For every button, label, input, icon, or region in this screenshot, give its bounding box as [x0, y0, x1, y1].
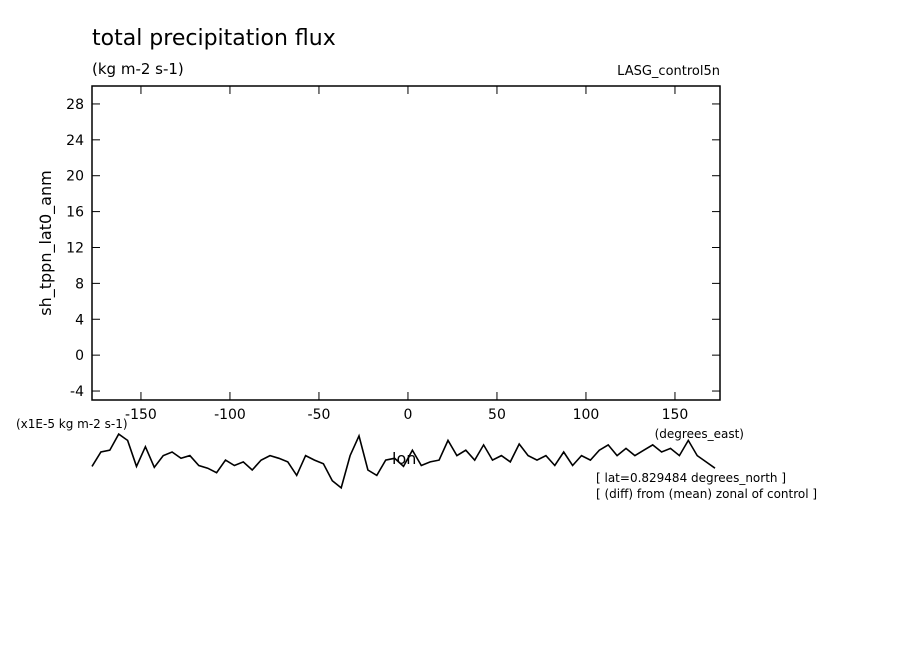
y-tick-label: 16	[66, 205, 84, 221]
y-tick-label: 4	[75, 312, 84, 328]
y-tick-label: 24	[66, 133, 84, 149]
x-tick-label: 100	[573, 407, 600, 423]
x-tick-label: -150	[125, 407, 157, 423]
note: [ lat=0.829484 degrees_north ]	[596, 471, 786, 485]
y-tick-label: 12	[66, 240, 84, 256]
x-tick-label: 50	[488, 407, 506, 423]
y-tick-label: 0	[75, 348, 84, 364]
y-axis-label: sh_tppn_lat0_anm	[36, 170, 56, 315]
dataset-label: LASG_control5n	[617, 64, 720, 79]
x-tick-label: -50	[308, 407, 331, 423]
note: [ (diff) from (mean) zonal of control ]	[596, 487, 817, 501]
y-tick-label: 8	[75, 276, 84, 292]
y-tick-label: 20	[66, 169, 84, 185]
chart-title: total precipitation flux	[92, 26, 336, 51]
data-line	[91, 432, 716, 490]
x-tick-label: 0	[403, 407, 412, 423]
chart-subtitle: (kg m-2 s-1)	[92, 60, 184, 78]
y-tick-label: 28	[66, 97, 84, 113]
x-units-label: (degrees_east)	[655, 427, 744, 441]
x-tick-label: 150	[662, 407, 689, 423]
plot-frame	[91, 85, 721, 401]
x-tick-label: -100	[214, 407, 246, 423]
y-scale-label: (x1E-5 kg m-2 s-1)	[16, 417, 128, 431]
y-tick-label: -4	[70, 384, 84, 400]
